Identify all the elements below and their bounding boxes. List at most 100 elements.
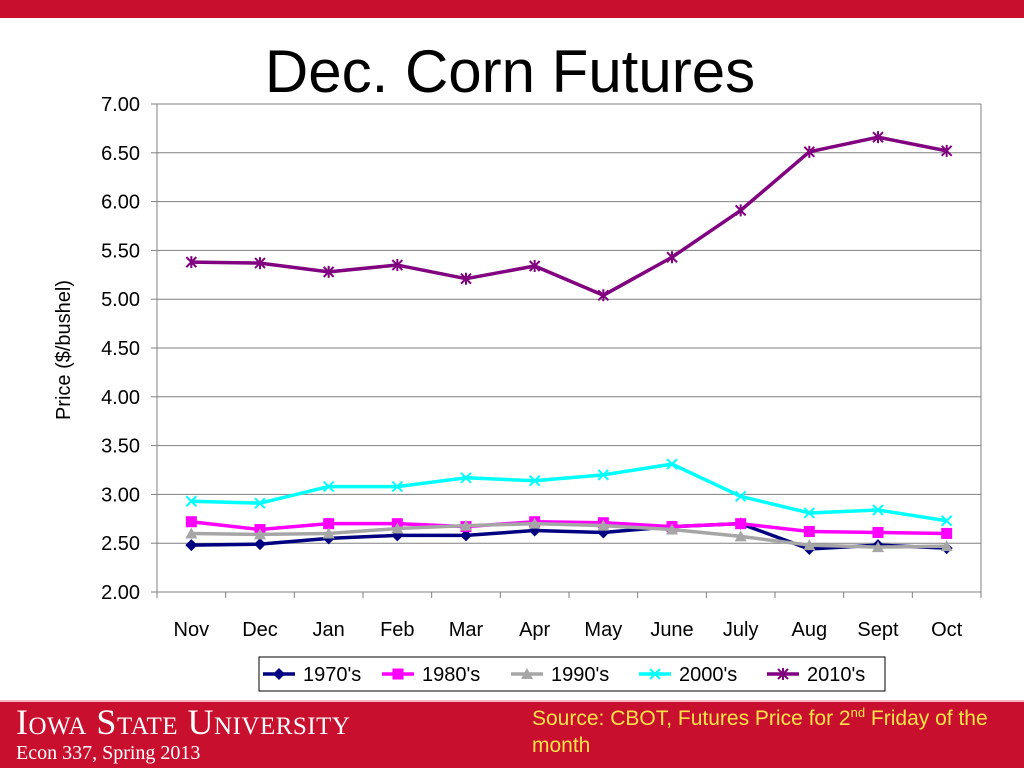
legend-label: 1980's (422, 664, 480, 686)
data-point (735, 518, 747, 530)
data-point (597, 519, 610, 531)
legend-label: 2000's (679, 664, 737, 686)
y-tick-label: 6.00 (101, 192, 140, 214)
legend-entry: 2000's (639, 664, 737, 686)
data-point (460, 272, 472, 285)
data-point (803, 145, 816, 158)
data-point (322, 265, 335, 278)
data-point (185, 256, 198, 269)
data-point (803, 539, 816, 551)
data-point (940, 540, 953, 552)
y-tick-label: 2.00 (101, 582, 140, 604)
data-point (185, 527, 198, 539)
legend-marker (392, 668, 404, 680)
x-tick-label: Sept (857, 619, 899, 641)
data-point (940, 144, 953, 157)
university-logo: Iowa State University (16, 702, 351, 742)
series-line (191, 135, 948, 298)
data-point (254, 497, 266, 509)
legend-marker (521, 668, 533, 679)
data-point (185, 495, 198, 507)
series-4 (185, 131, 953, 302)
course-label: Econ 337, Spring 2013 (16, 742, 201, 764)
x-tick-label: Aug (792, 619, 828, 641)
data-point (528, 475, 541, 487)
legend-label: 1970's (303, 664, 361, 686)
data-point (391, 480, 404, 493)
x-tick-label: July (723, 619, 759, 641)
x-tick-label: Mar (449, 619, 484, 641)
data-point (872, 504, 884, 516)
y-axis-label: Price ($/bushel) (53, 280, 75, 420)
legend-label: 2010's (807, 664, 865, 686)
data-point (666, 523, 678, 535)
data-point (322, 527, 335, 539)
x-tick-label: Dec (242, 619, 278, 641)
data-point (460, 519, 472, 531)
y-tick-label: 6.50 (101, 143, 140, 165)
x-tick-label: June (650, 619, 693, 641)
data-point (323, 518, 335, 530)
chart-legend: 1970's 1980's 1990's 2000's 2010's (258, 656, 886, 692)
data-point (391, 522, 404, 534)
series-line (191, 519, 947, 536)
data-point (391, 259, 404, 272)
legend-marker (273, 668, 285, 680)
data-point (528, 260, 541, 273)
legend-entry: 1980's (382, 664, 480, 686)
y-tick-label: 4.50 (101, 338, 140, 360)
y-tick-label: 3.50 (101, 436, 140, 458)
footer-divider (0, 700, 1024, 702)
y-tick-labels: 2.00 2.50 3.00 3.50 4.00 4.50 5.00 5.50 6.00 6.50… (101, 94, 140, 604)
series-line (191, 521, 947, 549)
source-note: Source: CBOT, Futures Price for 2nd Frid… (532, 705, 988, 757)
y-tick-label: 3.00 (101, 484, 140, 506)
data-point (803, 507, 816, 519)
legend-entry: 1970's (263, 664, 361, 686)
chart-axes (151, 103, 982, 598)
data-point (322, 480, 335, 493)
y-tick-label: 5.50 (101, 240, 140, 262)
data-point (666, 458, 678, 470)
data-point (185, 539, 198, 552)
y-tick-label: 7.00 (101, 94, 140, 116)
data-point (254, 528, 266, 540)
data-point (254, 538, 266, 551)
x-tick-label: Jan (313, 619, 345, 641)
footer-bar (0, 700, 1024, 768)
series-2 (185, 517, 953, 553)
data-point (460, 472, 472, 484)
x-tick-label: May (584, 619, 622, 641)
data-point (940, 515, 953, 527)
y-tick-label: 5.00 (101, 289, 140, 311)
data-point (803, 525, 815, 537)
y-tick-label: 2.50 (101, 533, 140, 555)
legend-entry: 1990's (511, 664, 609, 686)
data-point (872, 131, 884, 144)
legend-marker (777, 668, 789, 680)
top-brand-bar (0, 0, 1024, 18)
series-line (191, 462, 947, 523)
data-point (872, 526, 884, 538)
line-chart: 2.00 2.50 3.00 3.50 4.00 4.50 5.00 5.50 6.00 6.50… (53, 94, 982, 692)
data-point (734, 530, 747, 542)
series-3 (185, 458, 953, 527)
series-line (191, 521, 947, 551)
data-point (528, 517, 541, 529)
data-point (666, 251, 678, 264)
x-tick-label: Nov (174, 619, 210, 641)
chart-gridlines (157, 103, 981, 593)
data-point (734, 490, 747, 503)
data-point (597, 289, 610, 302)
data-point (254, 257, 266, 270)
data-point (460, 529, 472, 542)
data-point (597, 469, 610, 481)
x-tick-label: Oct (931, 619, 963, 641)
slide-title: Dec. Corn Futures (264, 38, 756, 105)
chart-series (185, 131, 953, 556)
y-tick-label: 4.00 (101, 387, 140, 409)
data-point (734, 204, 747, 217)
x-tick-label: Feb (380, 619, 414, 641)
legend-entry: 2010's (767, 664, 865, 686)
data-point (185, 516, 197, 528)
